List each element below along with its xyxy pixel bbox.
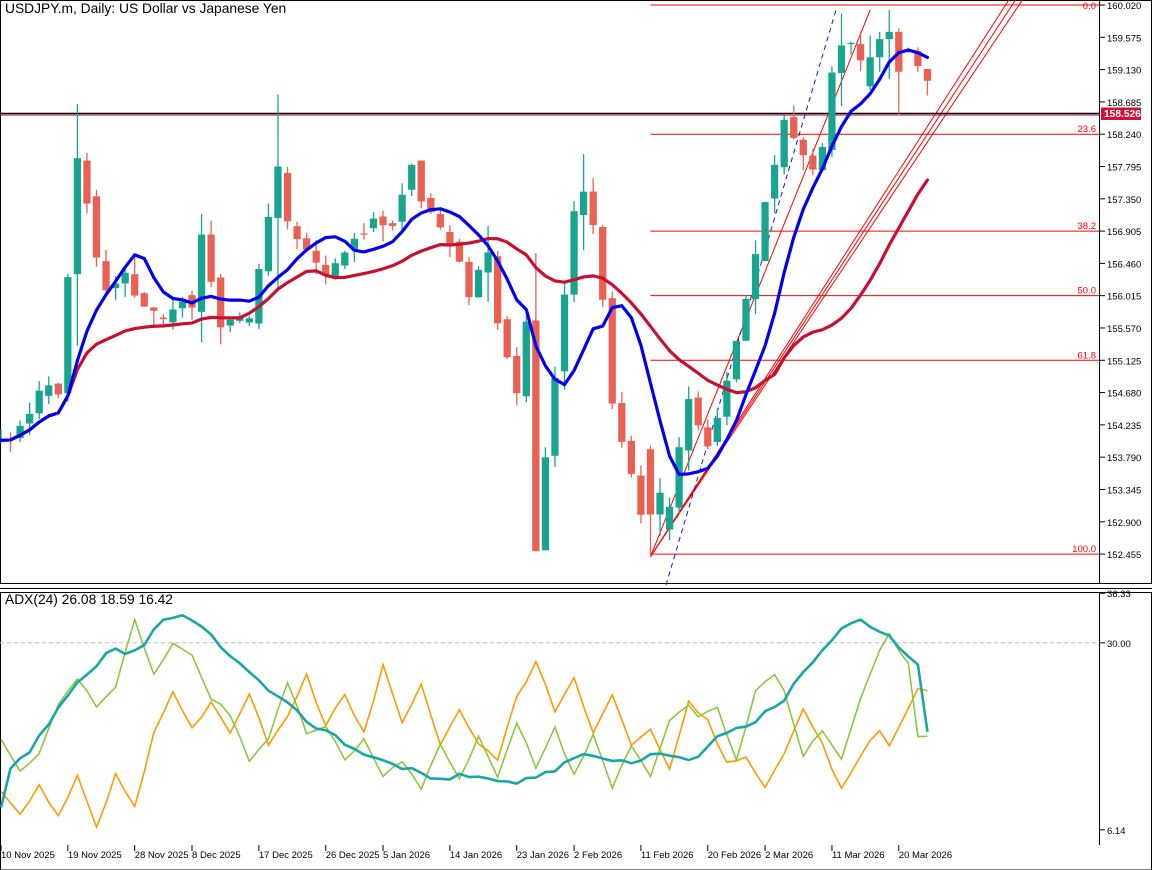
svg-text:23 Jan 2026: 23 Jan 2026 <box>517 850 569 861</box>
svg-text:20 Mar 2026: 20 Mar 2026 <box>899 850 952 861</box>
svg-text:26 Dec 2025: 26 Dec 2025 <box>326 850 380 861</box>
svg-text:17 Dec 2025: 17 Dec 2025 <box>259 850 313 861</box>
svg-text:11 Feb 2026: 11 Feb 2026 <box>641 850 694 861</box>
svg-text:160.020: 160.020 <box>1107 1 1141 12</box>
svg-text:156.015: 156.015 <box>1107 292 1141 303</box>
svg-text:152.900: 152.900 <box>1107 518 1141 529</box>
svg-text:154.235: 154.235 <box>1107 421 1141 432</box>
svg-text:155.570: 155.570 <box>1107 324 1141 335</box>
svg-text:11 Mar 2026: 11 Mar 2026 <box>832 850 885 861</box>
svg-text:156.460: 156.460 <box>1107 259 1141 270</box>
svg-text:153.790: 153.790 <box>1107 453 1141 464</box>
svg-text:8 Dec 2025: 8 Dec 2025 <box>192 850 241 861</box>
svg-text:10 Nov 2025: 10 Nov 2025 <box>1 850 55 861</box>
svg-text:159.575: 159.575 <box>1107 33 1141 44</box>
svg-text:50.0: 50.0 <box>1078 286 1097 297</box>
svg-text:158.526: 158.526 <box>1104 109 1141 120</box>
svg-text:23.6: 23.6 <box>1078 124 1097 135</box>
svg-text:28 Nov 2025: 28 Nov 2025 <box>135 850 189 861</box>
svg-text:154.680: 154.680 <box>1107 389 1141 400</box>
svg-text:159.130: 159.130 <box>1107 66 1141 77</box>
svg-text:155.125: 155.125 <box>1107 356 1141 367</box>
svg-text:14 Jan 2026: 14 Jan 2026 <box>450 850 502 861</box>
svg-text:38.2: 38.2 <box>1078 221 1097 232</box>
svg-text:156.905: 156.905 <box>1107 227 1141 238</box>
svg-text:157.350: 157.350 <box>1107 195 1141 206</box>
svg-text:153.345: 153.345 <box>1107 485 1141 496</box>
svg-text:20 Feb 2026: 20 Feb 2026 <box>708 850 761 861</box>
svg-text:5 Jan 2026: 5 Jan 2026 <box>383 850 430 861</box>
svg-text:152.455: 152.455 <box>1107 550 1141 561</box>
svg-text:157.795: 157.795 <box>1107 162 1141 173</box>
svg-text:2 Mar 2026: 2 Mar 2026 <box>765 850 813 861</box>
svg-text:30.00: 30.00 <box>1107 639 1131 650</box>
svg-text:100.0: 100.0 <box>1072 544 1096 555</box>
svg-text:USDJPY.m, Daily: US Dollar vs: USDJPY.m, Daily: US Dollar vs Japanese Y… <box>5 1 286 16</box>
svg-text:ADX(24) 26.08 18.59 16.42: ADX(24) 26.08 18.59 16.42 <box>5 592 173 607</box>
svg-text:158.685: 158.685 <box>1107 98 1141 109</box>
svg-text:36.33: 36.33 <box>1107 589 1131 600</box>
svg-text:19 Nov 2025: 19 Nov 2025 <box>68 850 122 861</box>
svg-text:61.8: 61.8 <box>1078 350 1097 361</box>
svg-text:158.240: 158.240 <box>1107 130 1141 141</box>
svg-text:2 Feb 2026: 2 Feb 2026 <box>574 850 622 861</box>
svg-text:0.0: 0.0 <box>1083 1 1096 12</box>
svg-text:6.14: 6.14 <box>1107 826 1126 837</box>
